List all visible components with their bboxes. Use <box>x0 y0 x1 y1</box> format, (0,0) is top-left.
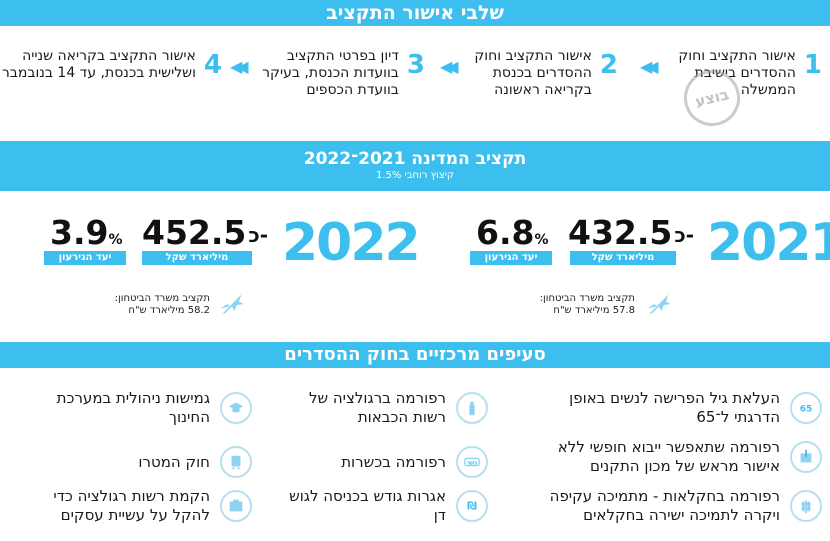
deficit-tag: יעד הגירעון <box>44 251 126 265</box>
stage-4: 4 אישור התקציב בקריאה שנייה ושלישית בכנס… <box>0 48 222 82</box>
train-icon <box>220 446 252 478</box>
clause-item: גמישות ניהולית במערכת החינוך <box>12 389 252 427</box>
stage-number: 4 <box>203 50 222 80</box>
box-import-icon <box>790 441 822 473</box>
budget-amount: 432.5 כ- <box>568 213 694 252</box>
stage-number: 3 <box>406 50 425 80</box>
budget-unit-tag: מיליארד שקל <box>142 251 252 265</box>
fighter-jet-icon <box>647 294 671 314</box>
budget-subtitle: קיצוץ רוחבי 1.5% <box>375 170 455 181</box>
defense-budget: תקציב משרד הביטחון: 57.8 מיליארד ש"ח <box>515 293 635 317</box>
stages-title: שלבי אישור התקציב <box>326 2 504 24</box>
deficit-value: 6.8% <box>476 213 549 252</box>
stage-text: אישור התקציב וחוק ההסדרים בכנסת בקריאה ר… <box>474 48 592 98</box>
budget-value: 452.5 <box>142 213 247 252</box>
arrow-icon: ◀◀ <box>440 57 458 76</box>
deficit-number: 3.9 <box>50 213 109 252</box>
stage-number: 2 <box>599 50 618 80</box>
clause-text: רפורמה בחקלאות - מתמיכה עקיפה ויקרה לתמי… <box>549 487 780 524</box>
deficit-tag: יעד הגירעון <box>470 251 552 265</box>
clause-text: רפורמה בכשרות <box>341 452 446 471</box>
svg-text:65: 65 <box>800 405 813 415</box>
clause-item: רפורמה ברגולציה של רשות הכבאות <box>288 389 488 427</box>
arrow-icon: ◀◀ <box>640 57 658 76</box>
budget-prefix: כ- <box>248 222 269 247</box>
stage-text: דיון בפרטי התקציב בוועדות הכנסת, בעיקר ב… <box>262 48 399 98</box>
clause-item: רפורמה בחקלאות - מתמיכה עקיפה ויקרה לתמי… <box>522 487 822 525</box>
budget-unit-tag: מיליארד שקל <box>570 251 676 265</box>
percent-sign: % <box>534 232 549 248</box>
percent-sign: % <box>108 232 123 248</box>
defense-value: 58.2 מיליארד ש"ח <box>128 305 210 316</box>
clauses-title: סעיפים מרכזיים בחוק ההסדרים <box>284 344 546 365</box>
stage-2: 2 אישור התקציב וחוק ההסדרים בכנסת בקריאה… <box>458 48 618 99</box>
clause-text: חוק המטרו <box>138 452 210 471</box>
budget-prefix: כ- <box>674 222 695 247</box>
stage-1: 1 אישור התקציב וחוק ההסדרים בישיבת הממשל… <box>677 48 822 99</box>
defense-value: 57.8 מיליארד ש"ח <box>553 305 635 316</box>
stage-text: אישור התקציב וחוק ההסדרים בישיבת הממשלה <box>678 48 796 98</box>
svg-text:₪: ₪ <box>467 500 477 513</box>
arrow-icon: ◀◀ <box>230 57 248 76</box>
deficit-number: 6.8 <box>476 213 535 252</box>
clause-item: ₪ אגרות גודש בכניסה לגוש דן <box>288 487 488 525</box>
defense-label: תקציב משרד הביטחון: <box>114 293 210 304</box>
age-65-icon: 65 <box>790 392 822 424</box>
fighter-jet-icon <box>220 294 244 314</box>
svg-text:כשר: כשר <box>467 461 477 467</box>
stage-text: אישור התקציב בקריאה שנייה ושלישית בכנסת,… <box>1 48 196 81</box>
clause-text: רפורמה שתאפשר ייבוא חופשי ללא אישור מראש… <box>557 438 780 475</box>
fire-extinguisher-icon <box>456 392 488 424</box>
clause-item: כשר רפורמה בכשרות <box>288 446 488 478</box>
defense-label: תקציב משרד הביטחון: <box>539 293 635 304</box>
defense-budget: תקציב משרד הביטחון: 58.2 מיליארד ש"ח <box>90 293 210 317</box>
clause-text: הקמת רשות רגולציה כדי להקל על עשיית עסקי… <box>53 487 210 524</box>
budget-value: 432.5 <box>568 213 673 252</box>
budget-amount: 452.5 כ- <box>142 213 268 252</box>
clause-text: רפורמה ברגולציה של רשות הכבאות <box>308 389 446 426</box>
stage-3: 3 דיון בפרטי התקציב בוועדות הכנסת, בעיקר… <box>255 48 425 99</box>
shekel-icon: ₪ <box>456 490 488 522</box>
budget-header: תקציב המדינה 2021־2022 קיצוץ רוחבי 1.5% <box>0 141 830 191</box>
clause-item: הקמת רשות רגולציה כדי להקל על עשיית עסקי… <box>12 487 252 525</box>
clause-item: חוק המטרו <box>12 446 252 478</box>
clause-text: אגרות גודש בכניסה לגוש דן <box>289 487 446 524</box>
stage-number: 1 <box>803 50 822 80</box>
clause-item: 65 העלאת גיל הפרישה לנשים באופן הדרגתי ל… <box>552 389 822 427</box>
stages-header: שלבי אישור התקציב <box>0 0 830 26</box>
graduation-cap-icon <box>220 392 252 424</box>
year-2021: 2021 <box>707 213 830 273</box>
deficit-value: 3.9% <box>50 213 123 252</box>
year-2022: 2022 <box>282 213 421 273</box>
clause-text: העלאת גיל הפרישה לנשים באופן הדרגתי ל־65 <box>569 389 780 426</box>
clause-item: רפורמה שתאפשר ייבוא חופשי ללא אישור מראש… <box>522 438 822 476</box>
wheat-icon <box>790 490 822 522</box>
stamp-text: בוצע <box>693 85 731 111</box>
clauses-header: סעיפים מרכזיים בחוק ההסדרים <box>0 342 830 368</box>
clause-text: גמישות ניהולית במערכת החינוך <box>56 389 210 426</box>
kosher-icon: כשר <box>456 446 488 478</box>
regulation-icon <box>220 490 252 522</box>
budget-title: תקציב המדינה 2021־2022 <box>303 149 527 169</box>
